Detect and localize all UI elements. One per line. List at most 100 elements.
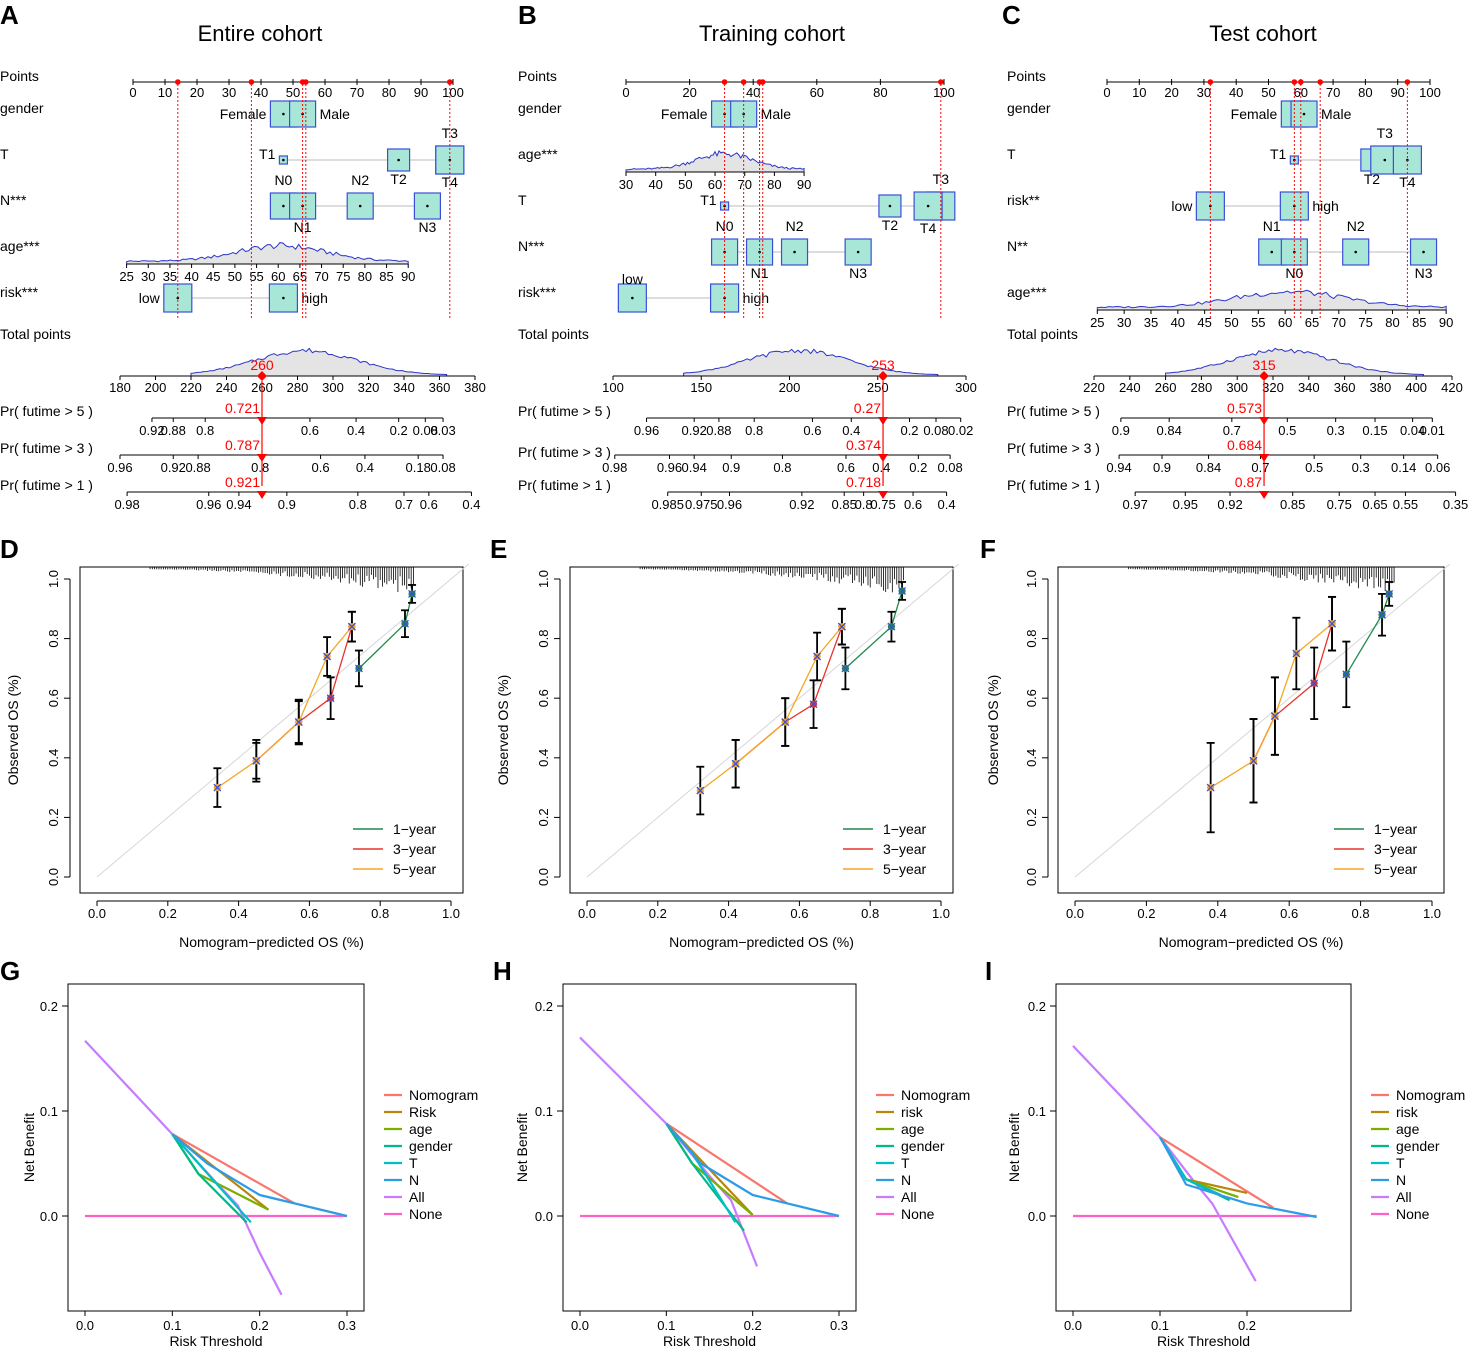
prob-tick-label: 0.92 — [789, 497, 814, 512]
age-tick-label: 35 — [1144, 315, 1158, 330]
prob-tick-label: 0.01 — [1420, 423, 1445, 438]
prob-tick-label: 0.97 — [1123, 497, 1148, 512]
point-cross — [408, 589, 417, 598]
points-tick-label: 10 — [158, 85, 172, 100]
level-label: N3 — [418, 219, 436, 235]
prob-tick-label: 0.4 — [872, 460, 890, 475]
points-tick-label: 0 — [129, 85, 136, 100]
point-cross — [294, 718, 303, 726]
prob-tick-label: 0.7 — [1251, 460, 1269, 475]
level-label: high — [743, 290, 769, 306]
prob-tick-label: 0.7 — [1223, 423, 1241, 438]
age-tick-label: 50 — [1224, 315, 1238, 330]
x-tick-label: 0.0 — [1066, 906, 1084, 921]
level-label: T1 — [700, 192, 717, 208]
nomogram-panel-C: C Test cohort Points 0 10 20 30 40 50 60 70 80 90 100… — [1002, 0, 1468, 512]
selected-point-marker — [1298, 79, 1304, 85]
selected-point-marker — [1317, 79, 1323, 85]
prob-tick-label: 0.6 — [420, 497, 438, 512]
level-center-dot — [358, 204, 362, 208]
panel-title: Entire cohort — [198, 21, 323, 46]
legend-label: age — [901, 1121, 925, 1137]
y-tick-label: 0.4 — [1024, 749, 1039, 767]
points-tick-label: 0 — [622, 85, 629, 100]
net-benefit-curve — [665, 1122, 840, 1218]
prob-tick-label: 0.8 — [251, 460, 269, 475]
x-axis-label: Risk Threshold — [663, 1333, 756, 1349]
points-tick-label: 80 — [873, 85, 887, 100]
age-tick-label: 45 — [206, 269, 220, 284]
legend-label: All — [901, 1189, 917, 1205]
y-tick-label: 0.6 — [536, 689, 551, 707]
legend-label: 3−year — [1374, 841, 1418, 857]
prob-marker — [1259, 417, 1270, 425]
row-label: gender — [0, 100, 44, 116]
point-cross — [1378, 610, 1386, 619]
point-cross — [323, 652, 332, 661]
age-tick-label: 30 — [141, 269, 155, 284]
calibration-line — [1252, 623, 1333, 762]
prob-tick-label: 0.985 — [651, 497, 684, 512]
total-tick-label: 200 — [779, 380, 801, 395]
level-label: low — [139, 290, 161, 306]
net-benefit-curve — [171, 1133, 252, 1224]
prob-tick-label: 0.4 — [842, 423, 860, 438]
legend-label: All — [409, 1189, 425, 1205]
total-marker — [1259, 371, 1270, 381]
y-tick-label: 0.4 — [536, 749, 551, 767]
net-benefit-curve — [665, 1122, 788, 1205]
x-axis-label: Nomogram−predicted OS (%) — [669, 934, 854, 950]
total-marker — [878, 371, 889, 381]
selected-point-marker — [248, 79, 255, 85]
level-center-dot — [1302, 112, 1306, 116]
level-label: high — [301, 290, 327, 306]
decision-curve-panel-H: H 0.0 0.1 0.2 Net Benefit 0.0 0.1 0.2 0.3 Risk Th… — [493, 956, 970, 1349]
level-label: Male — [320, 106, 351, 122]
level-label: N3 — [1415, 265, 1433, 281]
prob-tick-label: 0.4 — [347, 423, 365, 438]
point-cross — [809, 700, 818, 709]
panel-letter: I — [985, 956, 992, 986]
total-tick-label: 360 — [1334, 380, 1356, 395]
prob-tick-label: 0.08 — [413, 423, 438, 438]
row-label: age*** — [518, 146, 558, 162]
point-cross — [401, 619, 409, 628]
age-tick-label: 80 — [358, 269, 372, 284]
prob-tick-label: 0.88 — [185, 460, 210, 475]
legend-label: gender — [901, 1138, 945, 1154]
prob-tick-label: 0.8 — [773, 460, 791, 475]
points-tick-label: 100 — [933, 85, 955, 100]
net-benefit-curve — [171, 1133, 348, 1218]
level-center-dot — [631, 296, 634, 300]
prob-tick-label: 0.4 — [938, 497, 956, 512]
prob-tick-label: 0.04 — [1400, 423, 1425, 438]
selected-point-marker — [1404, 79, 1411, 85]
y-tick-label: 0.2 — [46, 808, 61, 826]
level-center-dot — [426, 204, 429, 208]
prob-tick-label: 0.9 — [1153, 460, 1171, 475]
prob-tick-label: 0.6 — [904, 497, 922, 512]
panel-letter: A — [0, 0, 19, 30]
age-tick-label: 40 — [648, 177, 662, 192]
total-value: 260 — [250, 357, 274, 373]
prob-value: 0.921 — [225, 474, 260, 490]
prob-tick-label: 0.92 — [139, 423, 164, 438]
prob-tick-label: 0.4 — [462, 497, 480, 512]
prob-value: 0.787 — [225, 437, 260, 453]
legend-label: None — [901, 1206, 935, 1222]
prob-label: Pr( futime > 5 ) — [0, 403, 93, 419]
age-tick-label: 65 — [293, 269, 307, 284]
point-cross — [1270, 712, 1279, 721]
prob-tick-label: 0.88 — [161, 423, 186, 438]
age-tick-label: 80 — [767, 177, 781, 192]
x-tick-label: 0.8 — [1352, 906, 1370, 921]
x-tick-label: 0.2 — [649, 906, 667, 921]
point-cross — [1206, 783, 1215, 792]
x-tick-label: 0.0 — [88, 906, 106, 921]
selected-point-marker — [759, 79, 766, 85]
x-tick-label: 0.6 — [1280, 906, 1298, 921]
nomogram-panel-B: B Training cohort Points 0 20 40 60 80 100 gender… — [518, 0, 977, 512]
net-benefit-curve — [1072, 1045, 1257, 1282]
y-axis-label: Observed OS (%) — [985, 675, 1001, 785]
prob-marker — [257, 454, 267, 462]
